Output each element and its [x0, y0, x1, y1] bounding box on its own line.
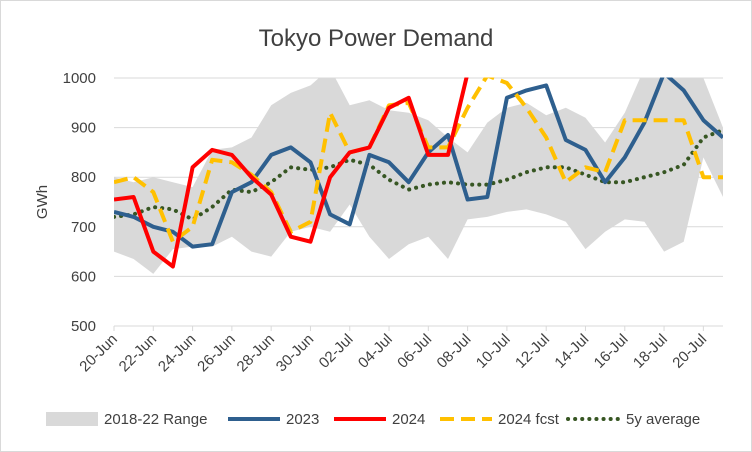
range-band-layer [114, 77, 723, 274]
legend-label: 2024 [392, 411, 425, 428]
y-tick-label: 700 [71, 219, 96, 236]
y-tick-label: 900 [71, 120, 96, 137]
legend: 2018-22 Range 2023 2024 2024 fcst 5y average [46, 411, 700, 428]
y-axis-title: GWh [34, 185, 51, 219]
range-band-2018-22 [114, 77, 723, 274]
y-tick-label: 600 [71, 268, 96, 285]
legend-swatch-range [46, 412, 98, 426]
legend-label: 2018-22 Range [104, 411, 207, 428]
y-tick-label: 1000 [63, 70, 96, 87]
legend-label: 2024 fcst [498, 411, 560, 428]
series-line-2023 [114, 77, 723, 249]
legend-label: 2023 [286, 411, 319, 428]
series-layer [114, 77, 723, 269]
series-line-2024 [114, 77, 469, 269]
chart-title: Tokyo Power Demand [259, 25, 494, 52]
legend-label: 5y average [626, 411, 700, 428]
y-tick-label: 800 [71, 169, 96, 186]
y-tick-label: 500 [71, 318, 96, 335]
series-line-5y-average [114, 128, 723, 222]
